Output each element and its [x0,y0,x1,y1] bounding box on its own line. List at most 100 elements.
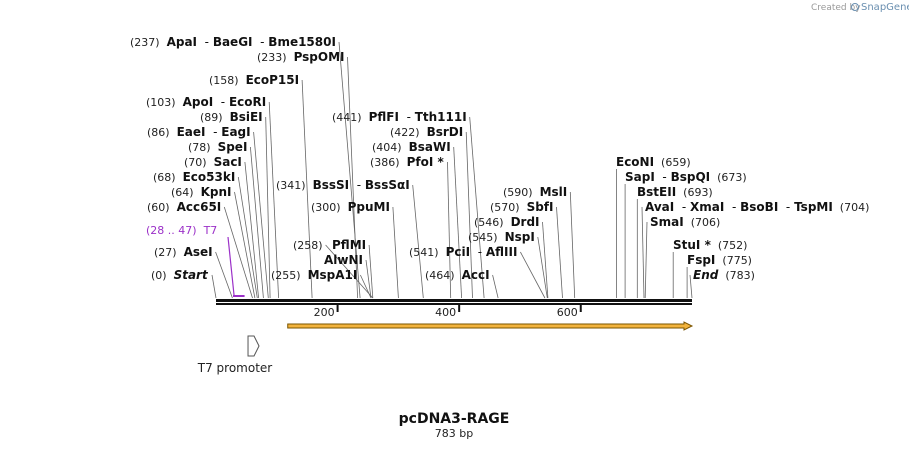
site-position: (775) [715,254,752,267]
name-separator: - [470,245,486,259]
name-separator: - [349,178,365,192]
enzyme-bsawi: BsaWI [409,140,451,154]
site-position: (545) [468,231,505,244]
site-label-pos-258[interactable]: (258) [293,239,323,252]
site-label-bsrdi[interactable]: (422) BsrDI [390,125,463,139]
site-position: (64) [171,186,201,199]
enzyme-alwni: AlwNI [324,253,363,267]
site-label-saci[interactable]: (70) SacI [184,155,242,169]
enzyme-mspa1i: MspA1I [308,268,358,282]
site-position: (60) [147,201,177,214]
leader-line [641,206,645,299]
site-label-mspa1i[interactable]: (255) MspA1I [271,268,357,282]
site-position: (300) [311,201,348,214]
leader-line [325,244,374,299]
site-label-ppumi[interactable]: (300) PpuMI [311,200,390,214]
site-label-fspi[interactable]: FspI (775) [687,253,752,267]
site-label-bsteii[interactable]: BstEII (693) [637,185,713,199]
site-label-acci[interactable]: (464) AccI [425,268,490,282]
site-label-drdi[interactable]: (546) DrdI [474,215,540,229]
enzyme-eaei: EaeI [177,125,206,139]
site-label-bsawi[interactable]: (404) BsaWI [372,140,451,154]
leader-line [469,116,485,299]
enzyme-bspqi: BspQI [671,170,711,184]
enzyme-stui: StuI * [673,238,712,252]
site-position: (659) [654,156,691,169]
site-position: (546) [474,216,511,229]
site-label-pcii[interactable]: (541) PciI - AflIII [409,245,517,259]
enzyme-acci: AccI [462,268,490,282]
map-title: pcDNA3-RAGE [399,411,510,427]
site-label-eco53ki[interactable]: (68) Eco53kI [153,170,235,184]
map-length: 783 bp [435,427,473,440]
site-position: (590) [503,186,540,199]
site-position: (89) [200,111,230,124]
leader-line [268,101,279,299]
orf-arrow[interactable] [287,321,694,331]
enzyme-asei: AseI [184,245,213,259]
credit-brand: SnapGene [861,2,909,13]
site-label-sbfi[interactable]: (570) SbfI [490,200,554,214]
leader-line [542,221,549,299]
site-position: (404) [372,141,409,154]
leader-line [237,176,258,299]
enzyme-eagi: EagI [221,125,250,139]
site-label-asei[interactable]: (27) AseI [154,245,213,259]
primer-bar[interactable] [233,295,245,297]
tick-label-400: 400 [435,306,456,319]
leader-line [250,146,264,299]
site-label-pflfi[interactable]: (441) PflFI - Tth111I [332,110,467,124]
enzyme-pflfi: PflFI [369,110,399,124]
enzyme-bsrdi: BsrDI [427,125,464,139]
enzyme-pflmi: PflMI [332,238,366,252]
site-label-end[interactable]: End (783) [693,268,755,282]
site-label-msli[interactable]: (590) MslI [503,185,567,199]
site-label-bsssi[interactable]: (341) BssSI - BssSαI [276,178,410,192]
site-label-eaei[interactable]: (86) EaeI - EagI [147,125,251,139]
leader-line [211,274,217,299]
site-position: (86) [147,126,177,139]
site-label-econi[interactable]: EcoNI (659) [616,155,691,169]
site-label-smai[interactable]: SmaI (706) [650,215,720,229]
enzyme-smai: SmaI [650,215,684,229]
enzyme-pfoi: PfoI * [407,155,445,169]
enzyme-bsteii: BstEII [637,185,676,199]
site-label-nspi[interactable]: (545) NspI [468,230,535,244]
site-label-bsiei[interactable]: (89) BsiEI [200,110,263,124]
site-label-spei[interactable]: (78) SpeI [188,140,247,154]
leader-line [537,236,548,299]
site-label-avai[interactable]: AvaI - XmaI - BsoBI - TspMI (704) [645,200,869,214]
leader-line [338,41,361,299]
site-label-pfoi[interactable]: (386) PfoI * [370,155,444,169]
site-label-sapi[interactable]: SapI - BspQI (673) [625,170,747,184]
enzyme-drdi: DrdI [511,215,540,229]
site-label-acc65i[interactable]: (60) Acc65I [147,200,221,214]
site-label-kpni[interactable]: (64) KpnI [171,185,231,199]
name-separator: - [197,35,213,49]
site-label-alwni[interactable]: AlwNI [324,253,363,267]
site-label-start[interactable]: (0) Start [151,268,209,282]
t7-promoter-arrow[interactable] [247,335,260,357]
site-position: (258) [293,239,323,252]
primer-label-t7[interactable]: (28 .. 47) T7 [146,224,217,237]
site-position: (541) [409,246,446,259]
site-position: (78) [188,141,218,154]
t7-promoter-label[interactable]: T7 promoter [197,361,273,375]
site-label-pspomi[interactable]: (233) PspOMI [257,50,345,64]
leader-line [215,251,233,299]
site-label-pflmi[interactable]: PflMI [332,238,366,252]
primer-leader [227,236,235,296]
site-label-stui[interactable]: StuI * (752) [673,238,747,252]
leader-line [301,79,313,299]
name-separator: - [724,200,740,214]
site-label-apai[interactable]: (237) ApaI - BaeGI - Bme1580I [130,35,336,49]
leader-line [265,116,271,299]
leader-line [412,184,424,299]
site-label-apoi[interactable]: (103) ApoI - EcoRI [146,95,266,109]
name-separator: - [205,125,221,139]
site-label-ecop15i[interactable]: (158) EcoP15I [209,73,299,87]
enzyme-sapi: SapI [625,170,655,184]
site-position: (233) [257,51,294,64]
enzyme-sbfi: SbfI [527,200,554,214]
leader-line [365,259,372,299]
